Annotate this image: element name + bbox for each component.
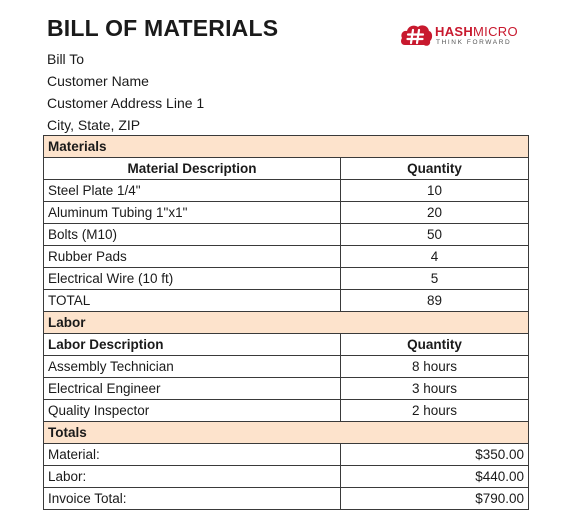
labor-description: Assembly Technician: [43, 355, 341, 378]
materials-header-row: Material Description Quantity: [43, 157, 529, 180]
total-label: Labor:: [43, 465, 341, 488]
bill-to-block: Bill To Customer Name Customer Address L…: [47, 48, 204, 136]
total-amount: $440.00: [340, 465, 529, 488]
material-quantity: 20: [340, 201, 529, 224]
invoice-total-row: Invoice Total: $790.00: [43, 487, 529, 510]
column-header: Labor Description: [43, 333, 341, 356]
section-label: Materials: [43, 135, 529, 158]
materials-section-row: Materials: [43, 135, 529, 158]
table-row: Material: $350.00: [43, 443, 529, 466]
material-description: Bolts (M10): [43, 223, 341, 246]
table-row: Bolts (M10) 50: [43, 223, 529, 246]
customer-city-state-zip: City, State, ZIP: [47, 117, 141, 133]
table-row: Assembly Technician 8 hours: [43, 355, 529, 378]
table-row: Electrical Wire (10 ft) 5: [43, 267, 529, 290]
logo-wordmark: HASHMICRO: [435, 24, 518, 39]
material-quantity: 10: [340, 179, 529, 202]
labor-description: Quality Inspector: [43, 399, 341, 422]
table-row: Rubber Pads 4: [43, 245, 529, 268]
table-row: Labor: $440.00: [43, 465, 529, 488]
material-description: Rubber Pads: [43, 245, 341, 268]
hashmicro-logo: HASHMICRO THINK FORWARD: [399, 23, 527, 49]
column-header: Quantity: [340, 157, 529, 180]
labor-quantity: 8 hours: [340, 355, 529, 378]
material-quantity: 4: [340, 245, 529, 268]
total-amount: $350.00: [340, 443, 529, 466]
table-row: Electrical Engineer 3 hours: [43, 377, 529, 400]
logo-tagline: THINK FORWARD: [436, 39, 512, 46]
table-row: Aluminum Tubing 1"x1" 20: [43, 201, 529, 224]
labor-quantity: 2 hours: [340, 399, 529, 422]
material-quantity: 5: [340, 267, 529, 290]
section-label: Labor: [43, 311, 529, 334]
customer-address: Customer Address Line 1: [47, 95, 205, 111]
page-title: BILL OF MATERIALS: [47, 15, 279, 41]
hash-logo-icon: [401, 25, 433, 46]
labor-header-row: Labor Description Quantity: [43, 333, 529, 356]
section-label: Totals: [43, 421, 529, 444]
material-description: Electrical Wire (10 ft): [43, 267, 341, 290]
materials-total-row: TOTAL 89: [43, 289, 529, 312]
table-row: Steel Plate 1/4" 10: [43, 179, 529, 202]
material-description: Aluminum Tubing 1"x1": [43, 201, 341, 224]
total-label: Invoice Total:: [43, 487, 341, 510]
column-header: Quantity: [340, 333, 529, 356]
labor-description: Electrical Engineer: [43, 377, 341, 400]
bill-of-materials-table: Materials Material Description Quantity …: [43, 135, 529, 510]
labor-quantity: 3 hours: [340, 377, 529, 400]
column-header: Material Description: [43, 157, 341, 180]
material-description: TOTAL: [43, 289, 341, 312]
material-quantity: 89: [340, 289, 529, 312]
customer-name: Customer Name: [47, 73, 149, 89]
total-label: Material:: [43, 443, 341, 466]
total-amount: $790.00: [340, 487, 529, 510]
totals-section-row: Totals: [43, 421, 529, 444]
table-row: Quality Inspector 2 hours: [43, 399, 529, 422]
bill-to-heading: Bill To: [47, 51, 85, 67]
labor-section-row: Labor: [43, 311, 529, 334]
material-quantity: 50: [340, 223, 529, 246]
material-description: Steel Plate 1/4": [43, 179, 341, 202]
